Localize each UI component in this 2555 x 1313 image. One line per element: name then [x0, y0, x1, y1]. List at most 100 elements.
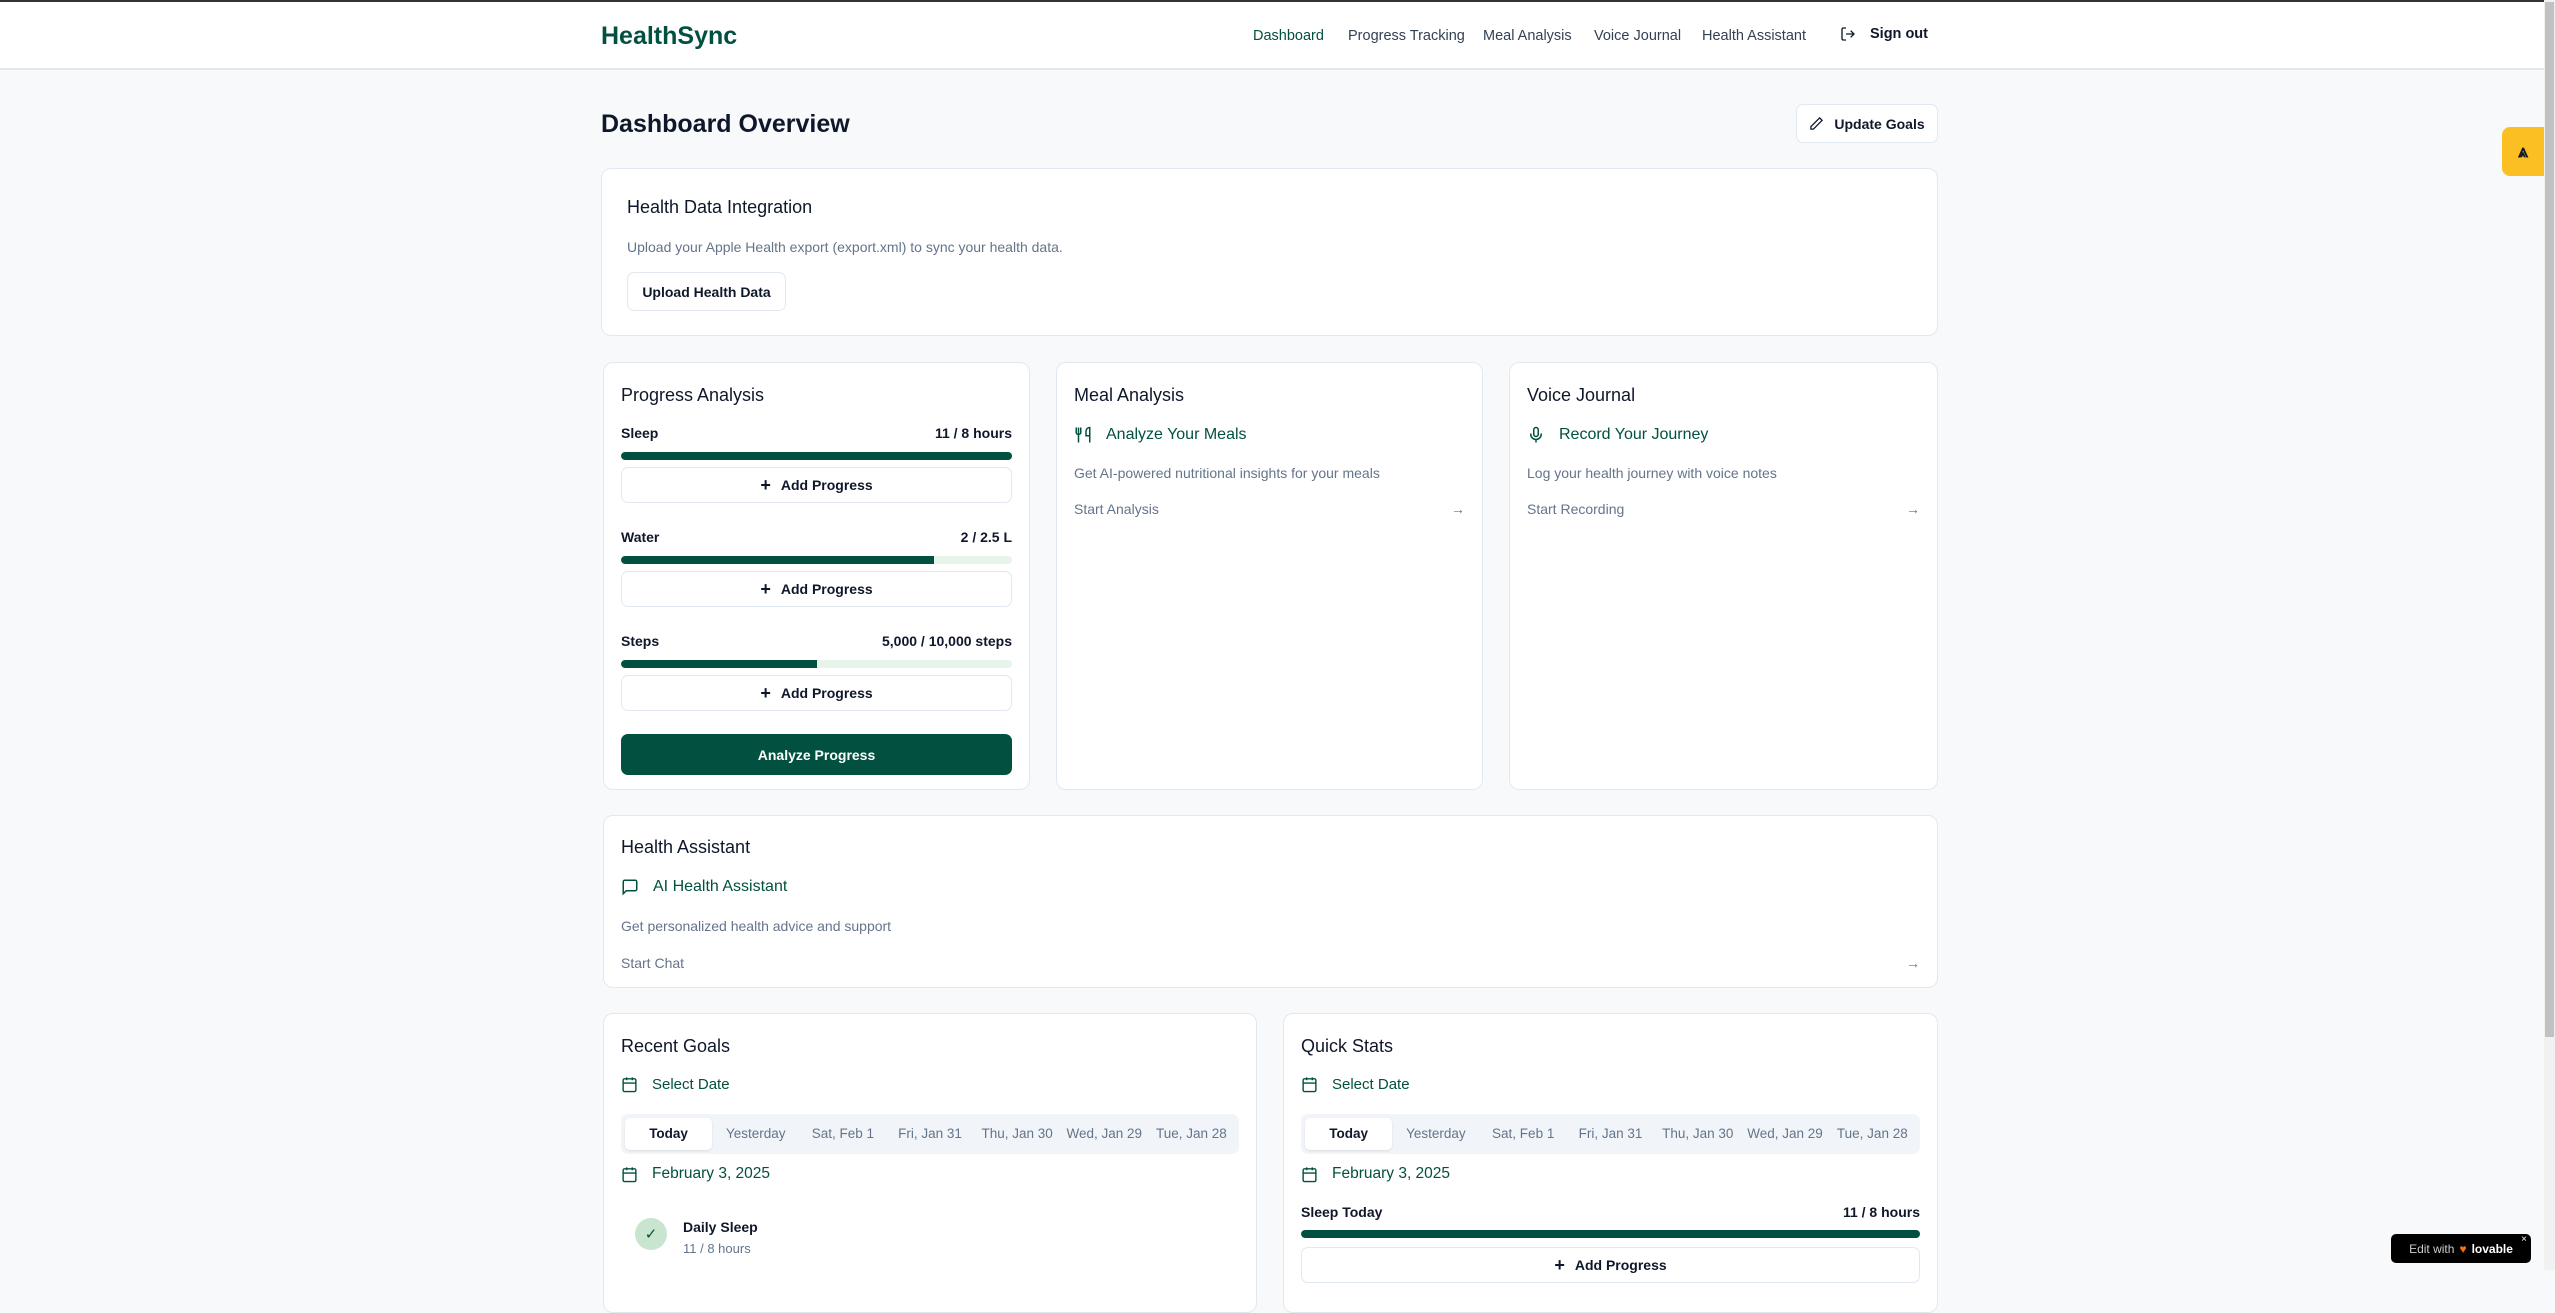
nav-meal-analysis[interactable]: Meal Analysis: [1483, 28, 1572, 44]
close-icon[interactable]: ×: [2521, 1234, 2527, 1245]
sleep-today-bar: [1301, 1230, 1920, 1238]
floating-extension-button[interactable]: ⩓: [2502, 127, 2544, 176]
date-tab[interactable]: Fri, Jan 31: [1578, 1126, 1643, 1141]
scrollbar-thumb[interactable]: [2545, 2, 2554, 1037]
progress-bar-steps: [621, 660, 1012, 668]
page-title: Dashboard Overview: [601, 110, 850, 138]
update-goals-button[interactable]: Update Goals: [1796, 104, 1938, 143]
heart-icon: ♥: [2459, 1241, 2467, 1256]
voice-journal-card: Voice Journal Record Your Journey Log yo…: [1509, 362, 1938, 790]
add-progress-label: Add Progress: [780, 477, 873, 493]
progress-fill: [621, 556, 934, 564]
logo[interactable]: HealthSync: [601, 22, 738, 50]
card-description: Log your health journey with voice notes: [1527, 465, 1777, 481]
upload-health-data-button[interactable]: Upload Health Data: [627, 272, 786, 311]
add-progress-label: Add Progress: [780, 581, 873, 597]
date-tab[interactable]: Wed, Jan 29: [1747, 1126, 1823, 1141]
date-tab-today[interactable]: Today: [1305, 1118, 1393, 1150]
link-label: Start Analysis: [1074, 501, 1159, 517]
date-tabs: Today Yesterday Sat, Feb 1 Fri, Jan 31 T…: [1301, 1114, 1920, 1154]
date-tab[interactable]: Thu, Jan 30: [981, 1126, 1053, 1141]
add-progress-steps-button[interactable]: + Add Progress: [621, 675, 1012, 711]
lovable-badge[interactable]: Edit with ♥ lovable ×: [2391, 1234, 2531, 1263]
plus-icon: +: [760, 474, 771, 495]
meal-analysis-card: Meal Analysis Analyze Your Meals Get AI-…: [1056, 362, 1483, 790]
date-tab[interactable]: Thu, Jan 30: [1662, 1126, 1734, 1141]
calendar-icon: [1302, 1166, 1317, 1182]
check-icon: ✓: [635, 1218, 667, 1250]
date-tab[interactable]: Yesterday: [1406, 1126, 1466, 1141]
sign-out-button[interactable]: Sign out: [1840, 26, 1928, 42]
nav-dashboard[interactable]: Dashboard: [1253, 28, 1324, 44]
extension-logo-icon: ⩓: [2517, 141, 2529, 161]
selected-date-text: February 3, 2025: [652, 1165, 771, 1182]
nav-progress-tracking[interactable]: Progress Tracking: [1348, 28, 1465, 44]
card-title: Health Data Integration: [627, 197, 813, 217]
nav-health-assistant[interactable]: Health Assistant: [1702, 28, 1806, 44]
scrollbar[interactable]: [2544, 0, 2555, 1270]
badge-brand: lovable: [2471, 1241, 2513, 1256]
date-tab[interactable]: Fri, Jan 31: [898, 1126, 962, 1141]
date-tab[interactable]: Wed, Jan 29: [1066, 1126, 1143, 1141]
calendar-icon: [622, 1077, 637, 1093]
goal-name: Daily Sleep: [683, 1219, 758, 1235]
plus-icon: +: [760, 682, 771, 703]
date-tab-today[interactable]: Today: [625, 1118, 713, 1150]
analyze-progress-button[interactable]: Analyze Progress: [621, 734, 1012, 775]
date-tab[interactable]: Yesterday: [725, 1126, 786, 1141]
card-description: Upload your Apple Health export (export.…: [627, 239, 1063, 255]
progress-label: Sleep: [621, 425, 659, 441]
record-journey-feature: Record Your Journey: [1527, 425, 1708, 445]
progress-bar-water: [621, 556, 1012, 564]
sign-out-label: Sign out: [1870, 26, 1928, 42]
stat-value: 11 / 8 hours: [1842, 1204, 1920, 1220]
add-progress-label: Add Progress: [780, 685, 873, 701]
add-progress-button[interactable]: + Add Progress: [1301, 1247, 1920, 1283]
microphone-icon: [1530, 426, 1542, 443]
stat-label: Sleep Today: [1301, 1204, 1383, 1220]
health-data-integration-card: Health Data Integration Upload your Appl…: [601, 168, 1938, 336]
card-description: Get AI-powered nutritional insights for …: [1074, 465, 1380, 481]
message-square-icon: [622, 879, 638, 896]
date-tabs: Today Yesterday Sat, Feb 1 Fri, Jan 31 T…: [621, 1114, 1239, 1154]
badge-text: Edit with: [2409, 1241, 2455, 1256]
add-progress-water-button[interactable]: + Add Progress: [621, 571, 1012, 607]
selected-date: February 3, 2025: [1301, 1165, 1450, 1183]
date-tab[interactable]: Tue, Jan 28: [1156, 1126, 1227, 1141]
date-tab[interactable]: Tue, Jan 28: [1836, 1126, 1908, 1141]
feature-title: Record Your Journey: [1559, 426, 1709, 443]
add-progress-label: Add Progress: [1574, 1257, 1667, 1273]
date-tab[interactable]: Sat, Feb 1: [811, 1126, 874, 1141]
arrow-right-icon: →: [1451, 501, 1465, 517]
card-title: Quick Stats: [1301, 1036, 1394, 1056]
progress-analysis-card: Progress Analysis Sleep 11 / 8 hours + Add…: [603, 362, 1030, 790]
select-date-text: Select Date: [652, 1076, 730, 1093]
feature-title: Analyze Your Meals: [1106, 426, 1247, 443]
link-label: Start Recording: [1527, 501, 1625, 517]
sleep-today-row: Sleep Today 11 / 8 hours: [1301, 1204, 1920, 1220]
plus-icon: +: [760, 578, 771, 599]
arrow-right-icon: →: [1906, 955, 1920, 971]
log-out-icon: [1841, 27, 1855, 41]
goal-value: 11 / 8 hours: [683, 1241, 751, 1256]
progress-label: Steps: [621, 633, 660, 649]
progress-value: 5,000 / 10,000 steps: [882, 633, 1012, 649]
start-recording-link[interactable]: Start Recording →: [1527, 501, 1920, 517]
start-chat-link[interactable]: Start Chat →: [621, 955, 1920, 971]
select-date-label: Select Date: [1301, 1076, 1410, 1093]
utensils-icon: [1075, 426, 1091, 443]
start-analysis-link[interactable]: Start Analysis →: [1074, 501, 1465, 517]
plus-icon: +: [1554, 1254, 1565, 1275]
top-nav: HealthSync Dashboard Progress Tracking M…: [0, 2, 2544, 70]
card-description: Get personalized health advice and suppo…: [621, 918, 892, 934]
window-top-border: [0, 0, 2555, 2]
progress-fill: [621, 452, 1012, 460]
card-title: Meal Analysis: [1074, 385, 1185, 405]
progress-value: 11 / 8 hours: [934, 425, 1012, 441]
progress-fill: [1301, 1230, 1920, 1238]
progress-row-water: Water 2 / 2.5 L: [621, 529, 1012, 545]
card-title: Progress Analysis: [621, 385, 765, 405]
nav-voice-journal[interactable]: Voice Journal: [1594, 28, 1682, 44]
date-tab[interactable]: Sat, Feb 1: [1492, 1126, 1555, 1141]
add-progress-sleep-button[interactable]: + Add Progress: [621, 467, 1012, 503]
